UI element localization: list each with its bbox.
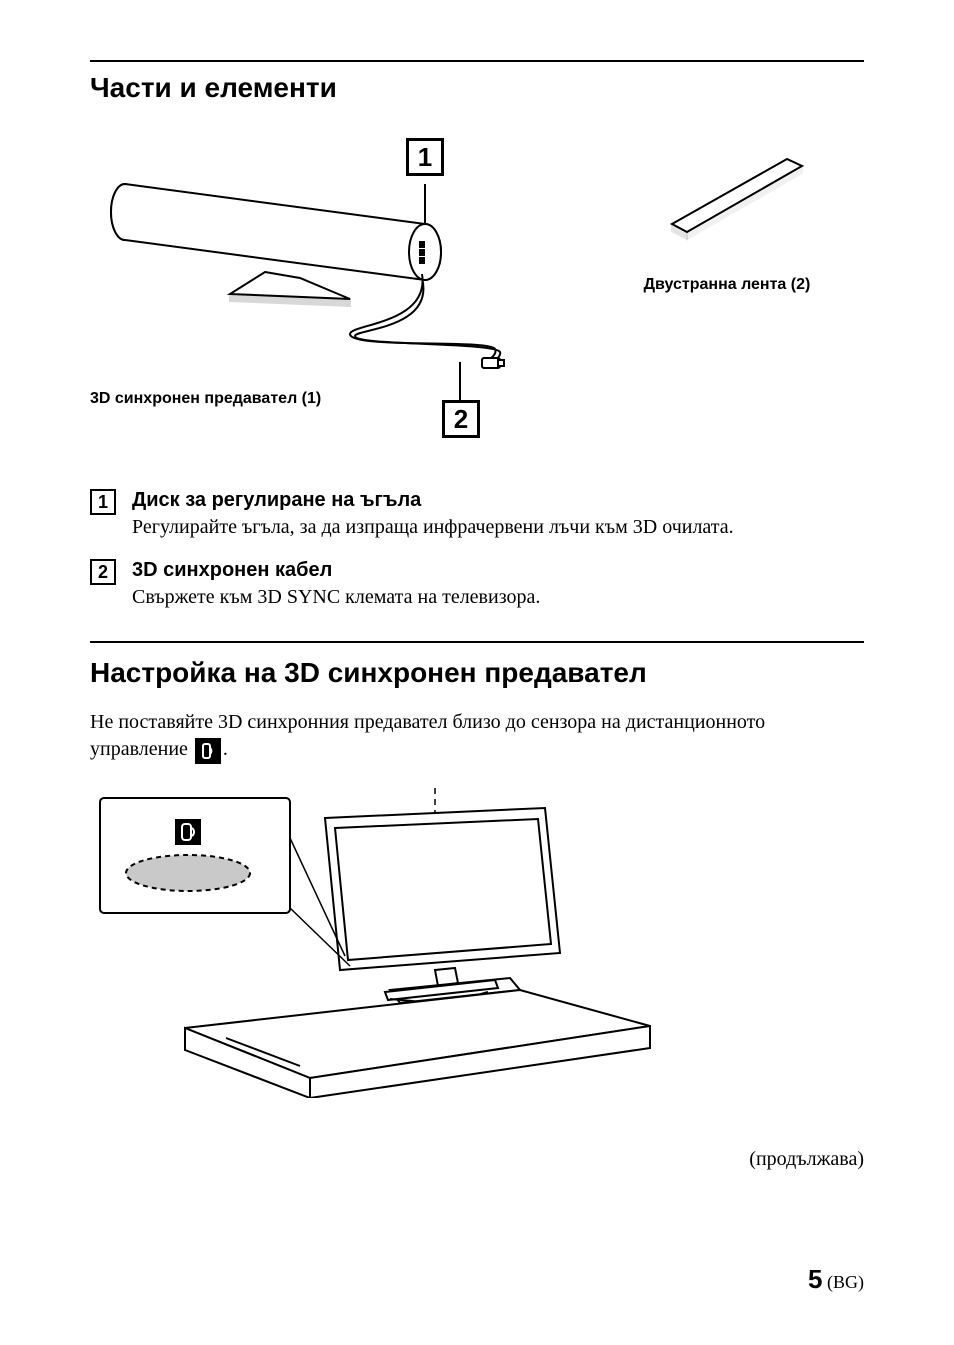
caption-tape: Двустранна лента (2) — [644, 276, 811, 294]
ir-sensor-icon — [195, 738, 221, 764]
rule-mid — [90, 641, 864, 643]
callout-box-1: 1 — [406, 138, 444, 176]
item-1-title: Диск за регулиране на ъгъла — [132, 489, 864, 512]
item-1: 1 Диск за регулиране на ъгъла Регулирайт… — [90, 489, 864, 541]
tape-illustration — [627, 124, 827, 264]
parts-figure-row: 1 2 3D синхронен предавател (1) Двустран… — [90, 124, 864, 449]
heading-parts: Части и елементи — [90, 72, 864, 104]
item-2-desc: Свържете към 3D SYNC клемата на телевизо… — [132, 584, 864, 611]
page-lang: (BG) — [827, 1272, 864, 1292]
part-transmitter: 1 2 3D синхронен предавател (1) — [90, 124, 530, 449]
part-tape: Двустранна лента (2) — [590, 124, 864, 294]
item-1-desc: Регулирайте ъгъла, за да изпраща инфраче… — [132, 514, 864, 541]
page-footer: 5 (BG) — [808, 1264, 864, 1295]
callout-box-2: 2 — [442, 400, 480, 438]
caption-transmitter: 3D синхронен предавател (1) — [90, 390, 321, 408]
setup-illustration — [90, 778, 670, 1098]
item-1-number: 1 — [90, 489, 116, 515]
item-2-title: 3D синхронен кабел — [132, 559, 864, 582]
rule-top — [90, 60, 864, 62]
setup-paragraph: Не поставяйте 3D синхронния предавател б… — [90, 709, 864, 764]
heading-setup: Настройка на 3D синхронен предавател — [90, 657, 864, 689]
item-2-number: 2 — [90, 559, 116, 585]
page-number: 5 — [808, 1264, 822, 1294]
item-2: 2 3D синхронен кабел Свържете към 3D SYN… — [90, 559, 864, 611]
continued-label: (продължава) — [90, 1148, 864, 1171]
